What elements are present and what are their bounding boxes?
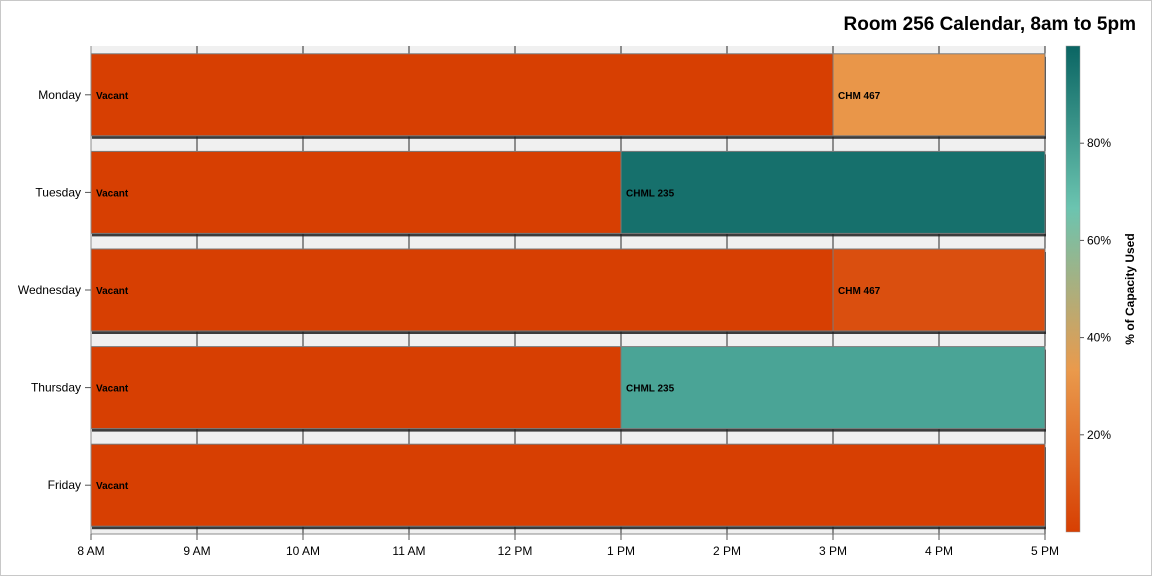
- x-tick-label: 4 PM: [925, 544, 953, 558]
- gantt-bar[interactable]: [620, 150, 1046, 234]
- color-legend: 20% 40% 60% 80% % of Capacity Used: [1065, 45, 1137, 533]
- gantt-bar[interactable]: [832, 248, 1046, 332]
- x-tick-label: 8 AM: [77, 544, 104, 558]
- gantt-bar[interactable]: [832, 53, 1046, 137]
- bar-label: CHML 235: [626, 188, 675, 199]
- bar-label: Vacant: [96, 481, 129, 492]
- x-tick-label: 9 AM: [183, 544, 210, 558]
- x-tick-label: 11 AM: [392, 544, 425, 558]
- x-tick-label: 3 PM: [819, 544, 847, 558]
- plot-area: Vacant CHM 467 Vacant CHML 235 Vacant CHM 467…: [90, 46, 1046, 534]
- x-tick-label: 10 AM: [286, 544, 320, 558]
- gantt-bar[interactable]: [90, 248, 834, 332]
- colorbar-tick-label: 40%: [1087, 331, 1111, 345]
- bar-label: CHML 235: [626, 384, 675, 395]
- y-tick-label: Tuesday: [35, 185, 81, 199]
- x-axis: 8 AM 9 AM 10 AM 11 AM 12 PM 1 PM 2 PM 3 PM 4 PM 5…: [77, 533, 1059, 558]
- y-axis: Monday Tuesday Wednesday Thursday Friday: [18, 46, 92, 534]
- colorbar-label: % of Capacity Used: [1123, 233, 1137, 344]
- y-tick-label: Wednesday: [18, 283, 81, 297]
- gantt-bar[interactable]: [620, 346, 1046, 430]
- y-tick-label: Friday: [48, 478, 81, 492]
- y-tick-label: Monday: [38, 88, 81, 102]
- bar-label: Vacant: [96, 384, 129, 395]
- x-tick-label: 5 PM: [1031, 544, 1059, 558]
- chart-title: Room 256 Calendar, 8am to 5pm: [843, 14, 1137, 35]
- bar-label: Vacant: [96, 286, 129, 297]
- colorbar: [1065, 45, 1081, 533]
- gantt-bar[interactable]: [90, 150, 622, 234]
- colorbar-tick-label: 80%: [1087, 136, 1111, 150]
- x-tick-label: 2 PM: [713, 544, 741, 558]
- y-tick-label: Thursday: [31, 381, 81, 395]
- x-tick-label: 1 PM: [607, 544, 635, 558]
- bar-label: Vacant: [96, 188, 129, 199]
- gantt-bar[interactable]: [90, 346, 622, 430]
- bar-label: Vacant: [96, 91, 129, 102]
- gantt-bar[interactable]: [90, 53, 834, 137]
- colorbar-tick-label: 60%: [1087, 233, 1111, 247]
- x-tick-label: 12 PM: [498, 544, 533, 558]
- bar-label: CHM 467: [838, 91, 881, 102]
- colorbar-tick-label: 20%: [1087, 428, 1111, 442]
- gantt-bar[interactable]: [90, 443, 1046, 527]
- bar-label: CHM 467: [838, 286, 881, 297]
